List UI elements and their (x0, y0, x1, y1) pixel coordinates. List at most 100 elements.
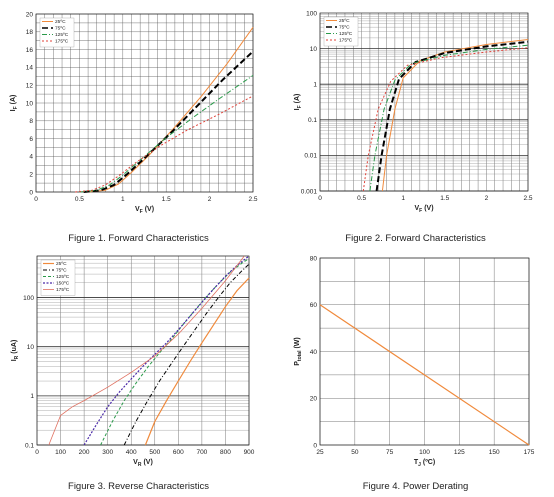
legend-label-2: 75ºC (55, 26, 66, 32)
x-tick-label: 100 (419, 449, 430, 456)
x-axis-title: TJ (ºC) (414, 459, 435, 468)
x-tick-label: 150 (489, 449, 500, 456)
y-tick-label: 40 (310, 349, 318, 356)
x-axis-title-main: V (133, 459, 138, 466)
chart-3-svg: 0 100 200 300 400 500 600 700 800 9000.1110100VR(… (11, 255, 255, 468)
chart-3-caption: Figure 3. Reverse Characteristics (68, 481, 209, 492)
chart-1-caption: Figure 1. Forward Characteristics (68, 233, 209, 244)
y-tick-label: 4 (29, 154, 33, 161)
x-tick-label: 0.5 (75, 196, 84, 203)
legend-label-1: 25ºC (55, 19, 66, 25)
series-line-1 (144, 277, 250, 446)
x-axis-title-unit: (V) (424, 205, 433, 212)
x-axis-title: VF (V) (135, 206, 154, 215)
x-axis-title-sub: R (138, 462, 142, 468)
chart-4-caption: Figure 4. Power Derating (362, 481, 469, 492)
x-tick-label: 0 (35, 449, 39, 456)
legend-label-1: 25ºC (339, 18, 350, 24)
plot-area-border (319, 12, 529, 192)
y-tick-label: 12 (26, 83, 34, 90)
plot-area-border (36, 255, 250, 446)
series-line-3 (79, 74, 254, 193)
y-axis-title: IF(A) (294, 94, 303, 111)
series-line-1 (319, 304, 530, 446)
legend-box (39, 17, 75, 48)
y-axis-title-unit: (W) (294, 337, 301, 348)
chart-panel-3: 0 100 200 300 400 500 600 700 800 900 0.1 1 10 100 VR(… (0, 248, 277, 496)
chart-panel-1: 0 0.5 1 1.5 2 2.5 0 2 4 6 8 10 12 14 16 18 20 VF (V) IF(A) 2… (0, 0, 277, 248)
series-line-2 (123, 263, 250, 446)
series-line-2 (375, 40, 529, 192)
y-axis-title-main: I (294, 108, 301, 110)
series-line-4 (362, 47, 529, 192)
x-tick-label: 25 (316, 449, 324, 456)
legend-label-2: 75ºC (56, 268, 67, 274)
y-axis-title-unit: (A) (10, 95, 17, 105)
y-tick-label: 60 (310, 302, 318, 309)
x-tick-label: 500 (149, 449, 160, 456)
y-tick-label: 100 (23, 295, 34, 302)
plot-area-border (35, 13, 254, 193)
y-tick-label: 20 (26, 11, 34, 18)
series-line-4 (83, 255, 250, 446)
x-tick-label: 200 (79, 449, 90, 456)
x-tick-label: 2 (208, 196, 212, 203)
x-axis-title-unit: (ºC) (423, 459, 435, 466)
x-tick-label: 1.5 (440, 195, 449, 202)
y-axis-title: Ptotal (W) (294, 337, 303, 366)
y-axis-title-sub: F (297, 105, 303, 108)
y-axis-title-sub: R (14, 355, 20, 359)
y-axis-title-main: P (294, 361, 301, 366)
x-tick-label: 800 (220, 449, 231, 456)
x-tick-label: 50 (351, 449, 359, 456)
legend-label-4: 175ºC (55, 39, 69, 45)
x-axis-title-sub: F (140, 209, 143, 215)
x-axis-title-unit: (V) (143, 459, 152, 466)
x-axis-title-sub: J (418, 462, 421, 468)
x-tick-label: 0 (34, 196, 38, 203)
y-tick-label: 100 (306, 10, 317, 17)
x-tick-label: 900 (244, 449, 255, 456)
legend-box (323, 16, 359, 47)
x-axis-title-main: V (135, 206, 140, 213)
y-tick-label: 14 (26, 65, 34, 72)
y-tick-label: 10 (27, 344, 35, 351)
y-tick-label: 6 (29, 136, 33, 143)
x-tick-label: 0.5 (357, 195, 366, 202)
x-tick-label: 125 (454, 449, 465, 456)
x-axis-title: VR (V) (133, 459, 153, 468)
y-axis-title-main: I (11, 359, 18, 361)
y-tick-label: 8 (29, 118, 33, 125)
series-line-2 (83, 50, 254, 193)
y-tick-label: 18 (26, 29, 34, 36)
legend-label-2: 75ºC (339, 25, 350, 31)
legend-box (40, 259, 76, 296)
series-line-5 (48, 255, 245, 446)
y-tick-label: 80 (310, 255, 318, 262)
y-tick-label: 10 (310, 46, 318, 53)
chart-2-caption: Figure 2. Forward Characteristics (345, 233, 486, 244)
y-tick-label: 0.1 (308, 117, 317, 124)
legend-label-3: 125ºC (55, 32, 69, 38)
grid (319, 257, 530, 446)
series-line-3 (100, 258, 250, 446)
x-tick-label: 2 (485, 195, 489, 202)
x-axis-title-main: T (414, 459, 419, 466)
x-tick-label: 600 (173, 449, 184, 456)
chart-panel-2: 0 0.5 1 1.5 2 2.5 0.001 0.01 0.1 1 10 100 VF (V) IF(A)… (277, 0, 554, 248)
legend-label-1: 25ºC (56, 261, 67, 267)
x-axis-title-main: V (414, 205, 419, 212)
y-axis-title-unit: (uA) (11, 340, 18, 354)
x-tick-label: 100 (55, 449, 66, 456)
y-tick-label: 0 (29, 189, 33, 196)
y-tick-label: 10 (26, 100, 34, 107)
legend-label-4: 175ºC (339, 38, 353, 44)
x-tick-label: 1.5 (162, 196, 171, 203)
y-axis-title-main: I (10, 109, 17, 111)
x-axis-title: VF (V) (414, 205, 433, 214)
legend-label-5: 175ºC (56, 287, 70, 293)
